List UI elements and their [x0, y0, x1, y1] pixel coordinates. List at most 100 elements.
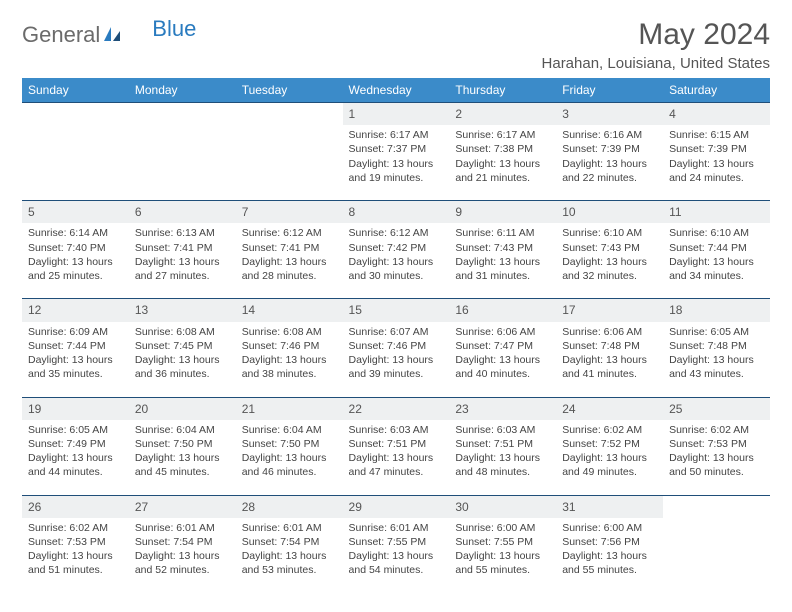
sunset-line: Sunset: 7:38 PM	[455, 142, 550, 156]
day-content-cell	[236, 125, 343, 201]
day-content-cell: Sunrise: 6:01 AMSunset: 7:54 PMDaylight:…	[236, 518, 343, 593]
daylight-line: Daylight: 13 hours and 30 minutes.	[349, 255, 444, 283]
day-content-cell	[129, 125, 236, 201]
sunset-line: Sunset: 7:49 PM	[28, 437, 123, 451]
sunrise-line: Sunrise: 6:16 AM	[562, 128, 657, 142]
day-content-cell: Sunrise: 6:02 AMSunset: 7:53 PMDaylight:…	[22, 518, 129, 593]
day-number-cell: 15	[343, 299, 450, 322]
sunrise-line: Sunrise: 6:00 AM	[455, 521, 550, 535]
day-number-cell: 21	[236, 397, 343, 420]
logo-sails-icon	[102, 23, 124, 49]
sunset-line: Sunset: 7:51 PM	[349, 437, 444, 451]
sunrise-line: Sunrise: 6:03 AM	[349, 423, 444, 437]
day-content-cell: Sunrise: 6:09 AMSunset: 7:44 PMDaylight:…	[22, 322, 129, 398]
sunrise-line: Sunrise: 6:01 AM	[135, 521, 230, 535]
day-content-cell: Sunrise: 6:08 AMSunset: 7:45 PMDaylight:…	[129, 322, 236, 398]
sunrise-line: Sunrise: 6:01 AM	[242, 521, 337, 535]
daylight-line: Daylight: 13 hours and 44 minutes.	[28, 451, 123, 479]
day-content-cell: Sunrise: 6:00 AMSunset: 7:55 PMDaylight:…	[449, 518, 556, 593]
day-number-cell: 25	[663, 397, 770, 420]
day-number-cell: 20	[129, 397, 236, 420]
sunset-line: Sunset: 7:37 PM	[349, 142, 444, 156]
sunset-line: Sunset: 7:52 PM	[562, 437, 657, 451]
sunrise-line: Sunrise: 6:08 AM	[135, 325, 230, 339]
sunrise-line: Sunrise: 6:17 AM	[455, 128, 550, 142]
sunset-line: Sunset: 7:41 PM	[135, 241, 230, 255]
sunset-line: Sunset: 7:55 PM	[349, 535, 444, 549]
day-number-cell: 1	[343, 103, 450, 126]
day-number-cell: 29	[343, 495, 450, 518]
sunset-line: Sunset: 7:39 PM	[669, 142, 764, 156]
sunrise-line: Sunrise: 6:04 AM	[135, 423, 230, 437]
day-number-cell: 8	[343, 201, 450, 224]
brand-part2: Blue	[152, 16, 196, 42]
sunrise-line: Sunrise: 6:02 AM	[28, 521, 123, 535]
sunrise-line: Sunrise: 6:10 AM	[562, 226, 657, 240]
sunrise-line: Sunrise: 6:09 AM	[28, 325, 123, 339]
day-content-cell: Sunrise: 6:17 AMSunset: 7:37 PMDaylight:…	[343, 125, 450, 201]
weekday-header: Tuesday	[236, 78, 343, 103]
day-content-cell: Sunrise: 6:02 AMSunset: 7:53 PMDaylight:…	[663, 420, 770, 496]
day-content-cell: Sunrise: 6:01 AMSunset: 7:55 PMDaylight:…	[343, 518, 450, 593]
sunrise-line: Sunrise: 6:00 AM	[562, 521, 657, 535]
daylight-line: Daylight: 13 hours and 22 minutes.	[562, 157, 657, 185]
day-content-row: Sunrise: 6:02 AMSunset: 7:53 PMDaylight:…	[22, 518, 770, 593]
sunrise-line: Sunrise: 6:05 AM	[28, 423, 123, 437]
daylight-line: Daylight: 13 hours and 39 minutes.	[349, 353, 444, 381]
daylight-line: Daylight: 13 hours and 25 minutes.	[28, 255, 123, 283]
sunrise-line: Sunrise: 6:13 AM	[135, 226, 230, 240]
sunset-line: Sunset: 7:45 PM	[135, 339, 230, 353]
day-content-cell: Sunrise: 6:02 AMSunset: 7:52 PMDaylight:…	[556, 420, 663, 496]
sunrise-line: Sunrise: 6:11 AM	[455, 226, 550, 240]
daylight-line: Daylight: 13 hours and 24 minutes.	[669, 157, 764, 185]
day-number-cell	[663, 495, 770, 518]
sunset-line: Sunset: 7:53 PM	[28, 535, 123, 549]
day-number-cell: 9	[449, 201, 556, 224]
day-number-cell	[236, 103, 343, 126]
daylight-line: Daylight: 13 hours and 34 minutes.	[669, 255, 764, 283]
day-number-cell: 6	[129, 201, 236, 224]
sunrise-line: Sunrise: 6:01 AM	[349, 521, 444, 535]
day-number-row: 19202122232425	[22, 397, 770, 420]
sunrise-line: Sunrise: 6:12 AM	[349, 226, 444, 240]
daylight-line: Daylight: 13 hours and 27 minutes.	[135, 255, 230, 283]
day-content-cell: Sunrise: 6:04 AMSunset: 7:50 PMDaylight:…	[129, 420, 236, 496]
day-number-cell: 2	[449, 103, 556, 126]
day-number-row: 262728293031	[22, 495, 770, 518]
day-content-cell: Sunrise: 6:00 AMSunset: 7:56 PMDaylight:…	[556, 518, 663, 593]
sunset-line: Sunset: 7:50 PM	[242, 437, 337, 451]
day-content-cell: Sunrise: 6:16 AMSunset: 7:39 PMDaylight:…	[556, 125, 663, 201]
sunset-line: Sunset: 7:41 PM	[242, 241, 337, 255]
daylight-line: Daylight: 13 hours and 46 minutes.	[242, 451, 337, 479]
day-number-cell: 27	[129, 495, 236, 518]
day-number-cell: 7	[236, 201, 343, 224]
weekday-header: Friday	[556, 78, 663, 103]
daylight-line: Daylight: 13 hours and 38 minutes.	[242, 353, 337, 381]
day-content-cell: Sunrise: 6:06 AMSunset: 7:47 PMDaylight:…	[449, 322, 556, 398]
day-content-row: Sunrise: 6:17 AM Sunset: 7:37 PM Daylight:…	[22, 125, 770, 201]
day-content-cell: Sunrise: 6:10 AMSunset: 7:43 PMDaylight:…	[556, 223, 663, 299]
daylight-line: Daylight: 13 hours and 40 minutes.	[455, 353, 550, 381]
daylight-line: Daylight: 13 hours and 32 minutes.	[562, 255, 657, 283]
daylight-line: Daylight: 13 hours and 36 minutes.	[135, 353, 230, 381]
weekday-header: Saturday	[663, 78, 770, 103]
sunset-line: Sunset: 7:42 PM	[349, 241, 444, 255]
day-content-cell: Sunrise: 6:06 AMSunset: 7:48 PMDaylight:…	[556, 322, 663, 398]
day-content-cell: Sunrise: 6:15 AMSunset: 7:39 PMDaylight:…	[663, 125, 770, 201]
daylight-line: Daylight: 13 hours and 54 minutes.	[349, 549, 444, 577]
daylight-line: Daylight: 13 hours and 53 minutes.	[242, 549, 337, 577]
weekday-header: Thursday	[449, 78, 556, 103]
daylight-line: Daylight: 13 hours and 50 minutes.	[669, 451, 764, 479]
sunset-line: Sunset: 7:43 PM	[562, 241, 657, 255]
daylight-line: Daylight: 13 hours and 31 minutes.	[455, 255, 550, 283]
day-content-cell: Sunrise: 6:07 AMSunset: 7:46 PMDaylight:…	[343, 322, 450, 398]
month-title: May 2024	[542, 18, 770, 51]
day-content-cell: Sunrise: 6:12 AMSunset: 7:42 PMDaylight:…	[343, 223, 450, 299]
day-number-cell	[129, 103, 236, 126]
day-number-cell: 3	[556, 103, 663, 126]
sunset-line: Sunset: 7:55 PM	[455, 535, 550, 549]
day-number-cell: 13	[129, 299, 236, 322]
daylight-line: Daylight: 13 hours and 51 minutes.	[28, 549, 123, 577]
day-number-cell: 30	[449, 495, 556, 518]
day-content-cell: Sunrise: 6:05 AMSunset: 7:49 PMDaylight:…	[22, 420, 129, 496]
